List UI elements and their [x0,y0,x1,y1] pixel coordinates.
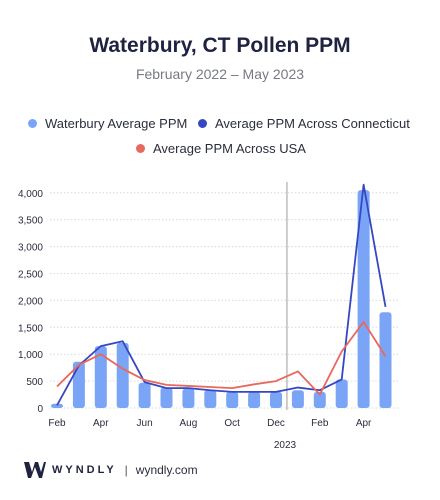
x-tick-label: Jun [137,418,153,429]
bar [313,391,326,408]
bar [94,346,107,408]
chart-title: Waterbury, CT Pollen PPM [89,34,351,57]
bar [357,190,370,408]
bar [160,387,173,408]
bar [335,379,348,408]
y-tick-label: 2,000 [18,296,43,307]
legend-item-waterbury: Waterbury Average PPM [28,116,187,131]
legend-item-connecticut: Average PPM Across Connecticut [198,116,410,131]
x-tick-label: Aug [180,418,198,429]
bar [379,312,392,408]
y-tick-label: 3,000 [18,243,43,254]
legend-swatch-usa [136,144,145,153]
bar [204,390,217,408]
bar [72,361,85,408]
wyndly-logo-icon [24,462,46,478]
bar [116,342,129,408]
y-tick-label: 1,000 [18,350,43,361]
y-tick-label: 1,500 [18,323,43,334]
x-tick-label: Feb [311,418,329,429]
x-tick-label: Feb [48,418,66,429]
x-tick-label: Oct [224,418,240,429]
bar [291,390,304,408]
footer-separator: | [124,463,128,477]
y-tick-label: 2,500 [18,269,43,280]
bar [270,391,282,408]
x-tick-label: Apr [93,418,109,429]
bar [51,403,63,408]
legend-label-usa: Average PPM Across USA [153,141,306,156]
bar [138,382,151,408]
x-year-label: 2023 [274,440,297,451]
y-tick-label: 3,500 [18,216,43,227]
x-tick-label: Apr [356,418,372,429]
legend-swatch-waterbury [28,119,37,128]
brand-name: WYNDLY [52,464,117,476]
y-tick-label: 4,000 [18,189,43,200]
series-line-usa [56,321,387,396]
y-tick-label: 500 [26,377,43,388]
bar [248,391,261,408]
legend-swatch-connecticut [198,119,207,128]
footer-url[interactable]: wyndly.com [135,463,198,477]
series-line-connecticut [56,183,387,406]
legend-label-connecticut: Average PPM Across Connecticut [215,116,410,131]
bar [182,388,195,408]
x-tick-label: Dec [267,418,285,429]
legend-label-waterbury: Waterbury Average PPM [45,116,188,131]
legend-item-usa: Average PPM Across USA [136,141,306,156]
bar [226,391,239,408]
chart-subtitle: February 2022 – May 2023 [135,66,305,82]
y-tick-label: 0 [37,404,43,415]
footer: WYNDLY | wyndly.com [24,462,198,478]
